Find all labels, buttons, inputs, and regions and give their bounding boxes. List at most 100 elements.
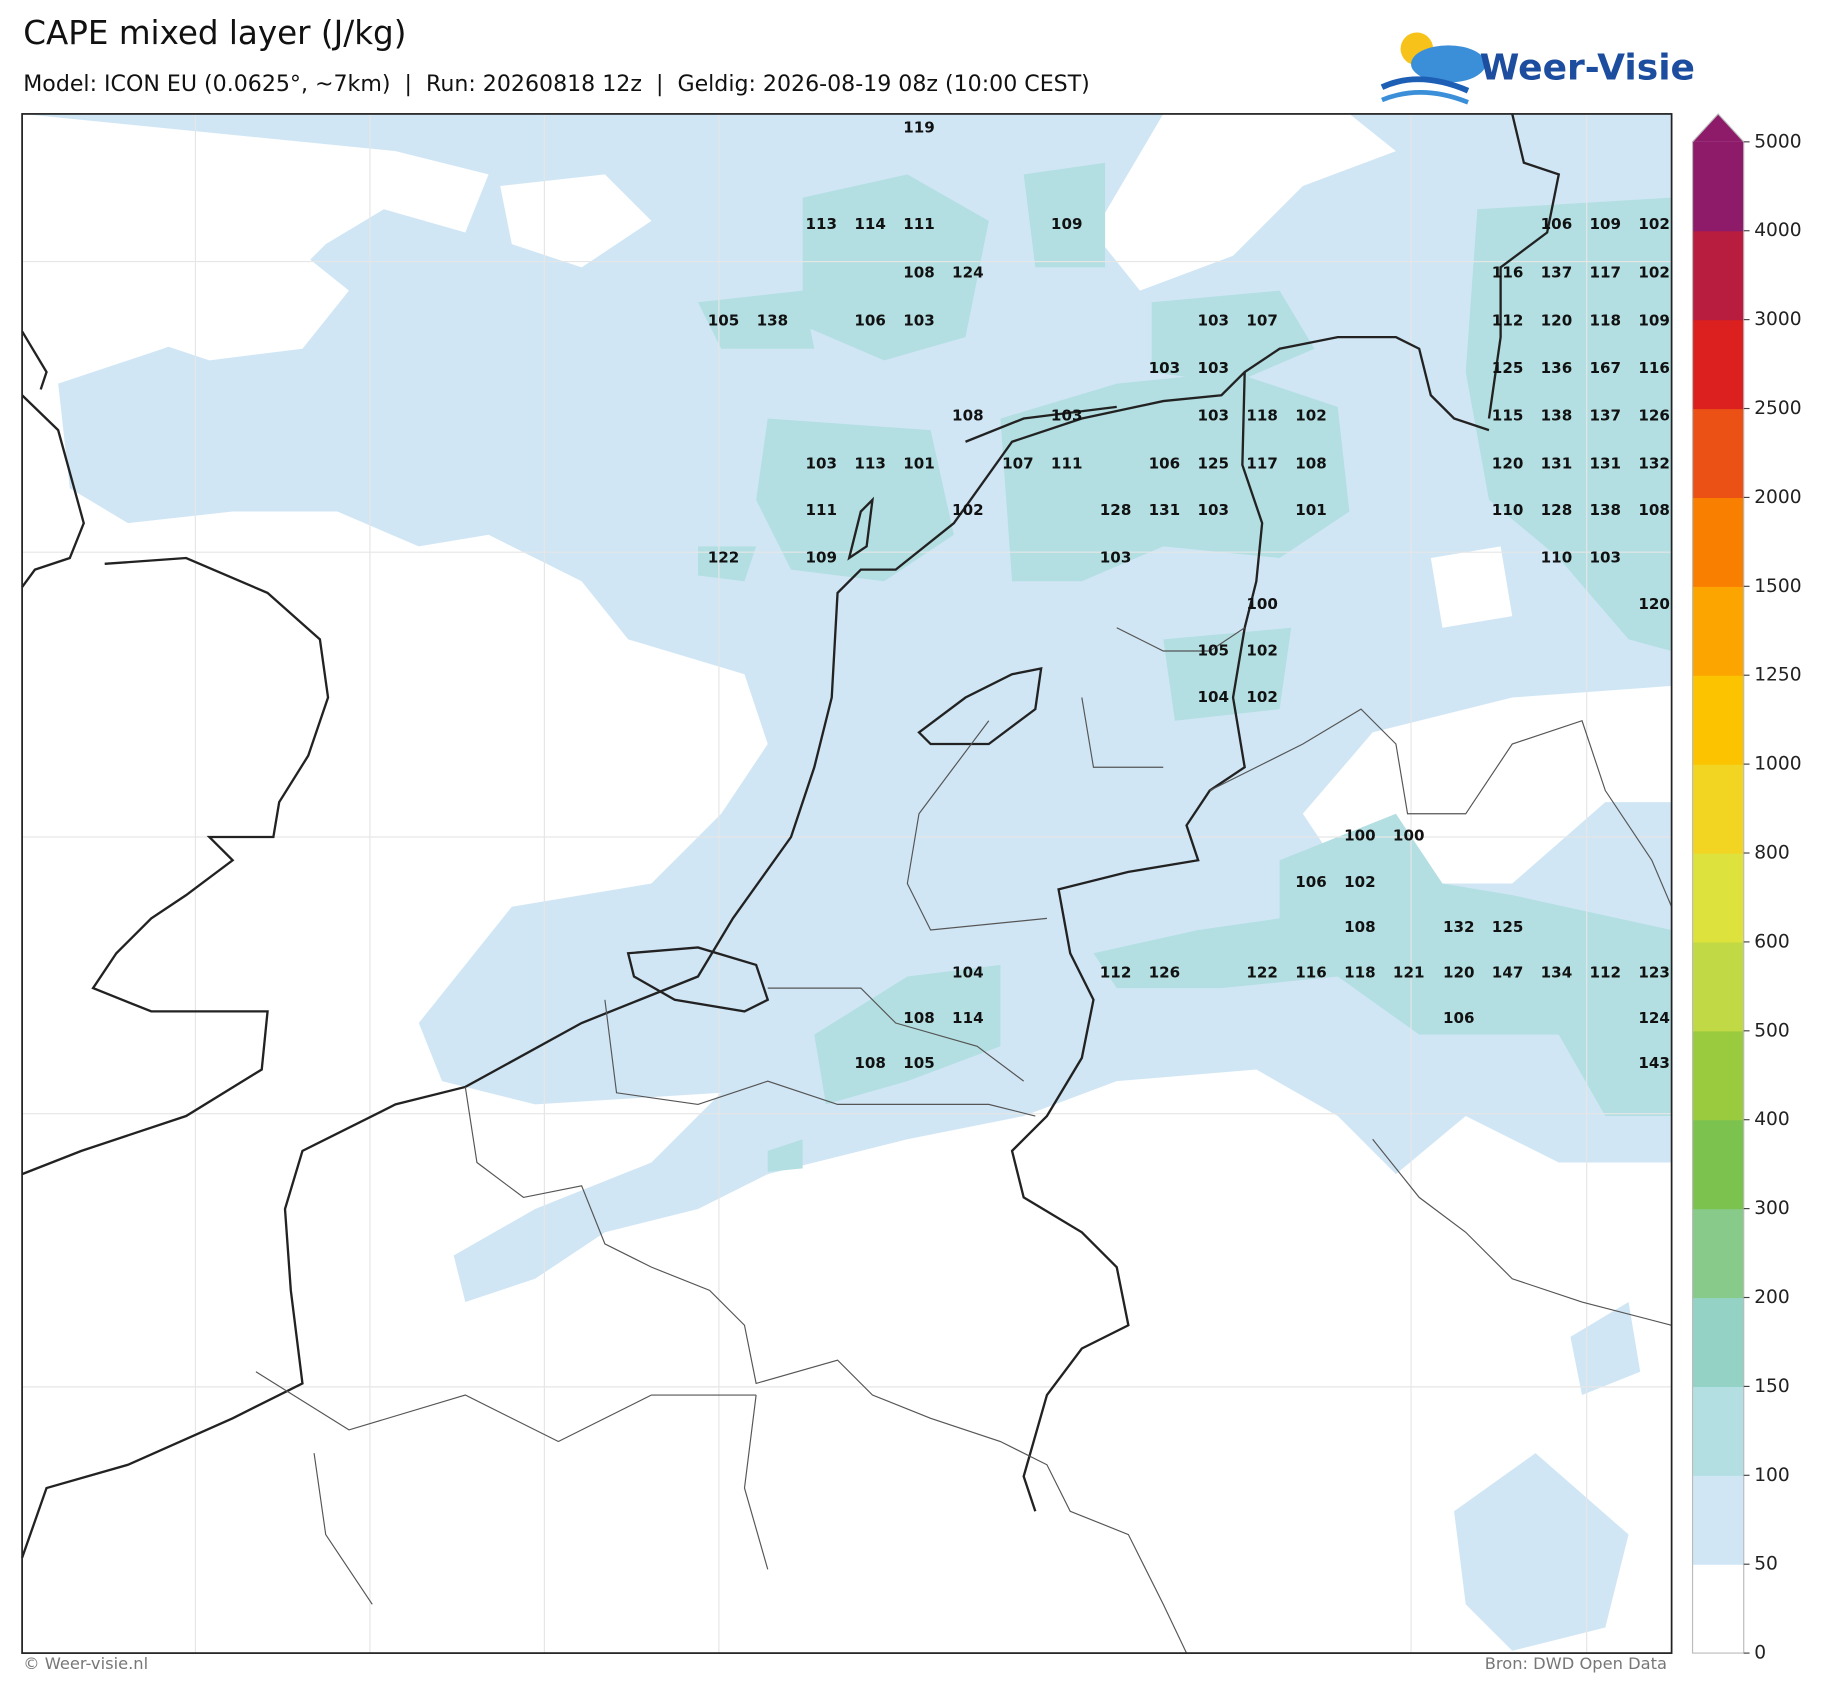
value-label: 125 — [1492, 918, 1524, 936]
colorbar-tick-label: 1250 — [1754, 665, 1801, 686]
value-label: 103 — [1100, 549, 1132, 567]
value-label: 108 — [952, 407, 984, 425]
value-label: 128 — [1541, 501, 1573, 519]
value-label: 114 — [952, 1009, 984, 1027]
colorbar-segment — [1692, 1119, 1744, 1210]
colorbar-tick-label: 150 — [1754, 1376, 1790, 1397]
colorbar-tick-label: 2500 — [1754, 398, 1801, 419]
value-labels: 119 113 114 111 109 106 109 102 108 124 116 137 117 1… — [708, 118, 1670, 1072]
colorbar-tick-label: 50 — [1754, 1554, 1778, 1575]
value-label: 100 — [1246, 595, 1278, 613]
value-label: 102 — [952, 501, 984, 519]
value-label: 117 — [1246, 454, 1278, 472]
colorbar-tick-label: 400 — [1754, 1109, 1790, 1130]
value-label: 108 — [903, 1009, 935, 1027]
value-label: 128 — [1100, 501, 1132, 519]
value-label: 105 — [708, 311, 740, 329]
value-label: 111 — [805, 501, 837, 519]
value-label: 108 — [854, 1054, 886, 1072]
value-label: 147 — [1492, 964, 1524, 982]
map: 119 113 114 111 109 106 109 102 108 124 116 137 117 1… — [21, 113, 1673, 1654]
colorbar-tick-label: 100 — [1754, 1465, 1790, 1486]
value-label: 110 — [1492, 501, 1524, 519]
value-label: 103 — [1198, 501, 1230, 519]
value-label: 167 — [1590, 359, 1622, 377]
value-label: 102 — [1344, 873, 1376, 891]
value-label: 103 — [1198, 359, 1230, 377]
colorbar-segment — [1692, 319, 1744, 410]
value-label: 103 — [1198, 407, 1230, 425]
colorbar-segment — [1692, 141, 1744, 232]
colorbar-segment — [1692, 230, 1744, 321]
logo-icon — [1380, 32, 1486, 105]
value-label: 124 — [1638, 1009, 1670, 1027]
value-label: 100 — [1393, 826, 1425, 844]
value-label: 102 — [1295, 407, 1327, 425]
value-label: 109 — [1638, 311, 1670, 329]
value-label: 132 — [1638, 454, 1670, 472]
value-label: 116 — [1492, 264, 1524, 282]
value-label: 104 — [1198, 688, 1230, 706]
value-label: 137 — [1590, 407, 1622, 425]
value-label: 106 — [1541, 215, 1573, 233]
logo-text: Weer-Visie — [1480, 48, 1695, 89]
value-label: 106 — [1149, 454, 1181, 472]
value-label: 118 — [1590, 311, 1622, 329]
value-label: 131 — [1541, 454, 1573, 472]
value-label: 125 — [1492, 359, 1524, 377]
value-label: 118 — [1344, 964, 1376, 982]
value-label: 109 — [805, 549, 837, 567]
colorbar-segment — [1692, 408, 1744, 499]
value-label: 143 — [1638, 1054, 1670, 1072]
value-label: 107 — [1002, 454, 1034, 472]
colorbar-tick-label: 1000 — [1754, 754, 1801, 775]
value-label: 119 — [903, 118, 935, 136]
colorbar-frame — [1691, 113, 1745, 1654]
value-label: 103 — [1051, 407, 1083, 425]
value-label: 103 — [1198, 311, 1230, 329]
value-label: 103 — [1590, 549, 1622, 567]
title: CAPE mixed layer (J/kg) — [23, 14, 406, 52]
colorbar-segment — [1692, 1475, 1744, 1565]
cape-area — [127, 113, 1513, 628]
value-label: 102 — [1638, 264, 1670, 282]
value-label: 106 — [1295, 873, 1327, 891]
value-label: 112 — [1100, 964, 1132, 982]
value-label: 137 — [1541, 264, 1573, 282]
value-label: 120 — [1443, 964, 1475, 982]
cape-area — [1454, 1302, 1641, 1651]
colorbar-tick-label: 600 — [1754, 931, 1790, 952]
map-frame — [21, 113, 1673, 1654]
value-label: 113 — [805, 215, 837, 233]
value-label: 138 — [757, 311, 789, 329]
value-label: 100 — [1344, 826, 1376, 844]
colorbar-tick-label: 200 — [1754, 1287, 1790, 1308]
value-label: 108 — [1638, 501, 1670, 519]
borders — [255, 627, 1673, 1654]
colorbar-segment — [1692, 764, 1744, 854]
value-label: 120 — [1638, 595, 1670, 613]
colorbar-tick-label: 3000 — [1754, 309, 1801, 330]
colorbar-segment — [1692, 853, 1744, 943]
colorbar-segment — [1692, 1208, 1744, 1299]
colorbar-segment — [1692, 497, 1744, 587]
value-label: 112 — [1590, 964, 1622, 982]
value-label: 117 — [1590, 264, 1622, 282]
value-label: 109 — [1590, 215, 1622, 233]
colorbar-segment — [1692, 1386, 1744, 1476]
value-label: 107 — [1246, 311, 1278, 329]
value-label: 111 — [1051, 454, 1083, 472]
colorbar-tick-label: 5000 — [1754, 131, 1801, 152]
value-label: 122 — [1246, 964, 1278, 982]
value-label: 105 — [903, 1054, 935, 1072]
colorbar-tick-label: 300 — [1754, 1198, 1790, 1219]
value-label: 110 — [1541, 549, 1573, 567]
value-label: 102 — [1246, 642, 1278, 660]
value-label: 101 — [903, 454, 935, 472]
value-label: 116 — [1295, 964, 1327, 982]
value-label: 114 — [854, 215, 886, 233]
value-label: 108 — [903, 264, 935, 282]
colorbar-segment — [1692, 1030, 1744, 1121]
value-label: 131 — [1149, 501, 1181, 519]
